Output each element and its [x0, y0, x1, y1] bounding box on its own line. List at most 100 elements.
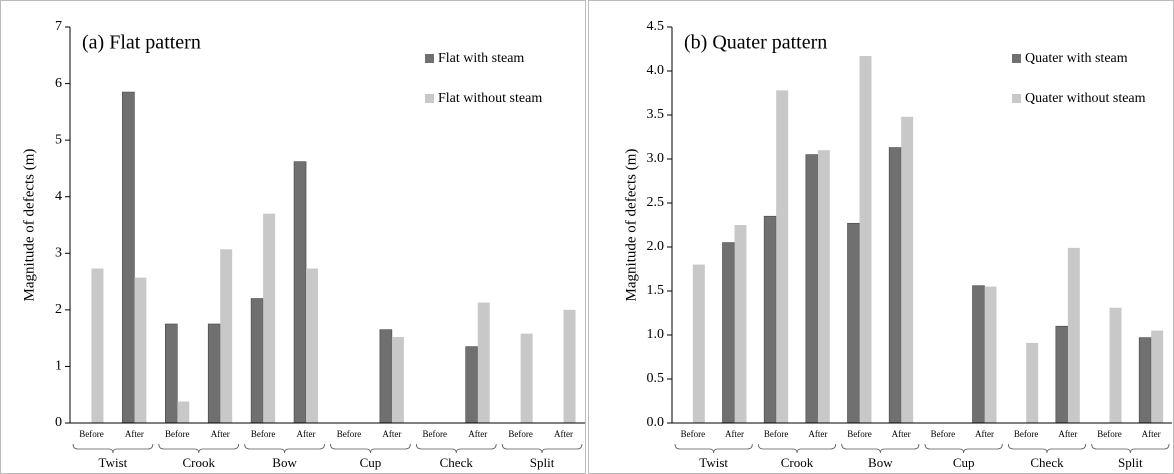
- bar: [1067, 247, 1080, 423]
- y-tick-label: 7: [55, 19, 62, 34]
- y-tick-label: 2.5: [647, 195, 665, 210]
- bar: [1138, 337, 1152, 424]
- bar: [1055, 325, 1069, 424]
- x-tick-label: After: [382, 429, 401, 439]
- x-tick-label: Before: [337, 429, 362, 439]
- x-tick-label: Before: [251, 429, 276, 439]
- bar: [177, 401, 190, 423]
- x-tick-label: After: [1058, 429, 1077, 439]
- x-tick-label: After: [468, 429, 487, 439]
- y-axis-label: Magnitude of defects (m): [623, 149, 639, 302]
- x-tick-label: After: [725, 429, 744, 439]
- bar: [207, 323, 221, 424]
- legend-swatch: [425, 54, 434, 63]
- x-tick-label: Before: [681, 429, 706, 439]
- bar: [859, 56, 872, 423]
- y-tick-label: 4.5: [647, 19, 665, 34]
- panel-border: [588, 0, 1174, 474]
- bar: [888, 147, 902, 424]
- bar: [164, 323, 178, 424]
- group-bracket: [415, 443, 497, 454]
- y-tick-label: 6: [55, 76, 62, 91]
- group-bracket: [501, 443, 583, 454]
- bar: [91, 268, 104, 423]
- bar: [805, 154, 819, 424]
- bar: [220, 249, 233, 423]
- x-tick-label: After: [808, 429, 827, 439]
- bar: [847, 222, 860, 424]
- bar: [477, 302, 490, 423]
- group-bracket: [841, 443, 920, 454]
- x-tick-label: After: [554, 429, 573, 439]
- group-label: Split: [530, 455, 555, 470]
- y-tick-label: 4: [55, 189, 62, 204]
- legend-label: Quater with steam: [1025, 51, 1128, 66]
- y-tick-label: 5: [55, 132, 62, 147]
- bar: [379, 329, 393, 424]
- group-label: Twist: [99, 455, 128, 470]
- group-label: Crook: [781, 455, 814, 470]
- x-tick-label: Before: [1097, 429, 1122, 439]
- group-label: Check: [1030, 455, 1064, 470]
- group-label: Crook: [183, 455, 216, 470]
- bar: [1151, 330, 1164, 423]
- bar: [763, 215, 777, 424]
- legend-swatch: [1012, 54, 1021, 63]
- y-tick-label: 0.0: [647, 415, 665, 430]
- bar: [520, 333, 533, 423]
- y-tick-label: 1: [55, 359, 62, 374]
- bar: [122, 91, 135, 424]
- y-tick-label: 1.0: [647, 327, 665, 342]
- x-tick-label: Before: [1014, 429, 1039, 439]
- bar: [250, 298, 264, 424]
- x-tick-label: After: [975, 429, 994, 439]
- y-tick-label: 3: [55, 246, 62, 261]
- legend-label: Flat with steam: [438, 51, 524, 66]
- x-tick-label: Before: [165, 429, 190, 439]
- group-bracket: [674, 443, 753, 454]
- group-bracket: [757, 443, 837, 454]
- y-tick-label: 2: [55, 302, 62, 317]
- bar: [734, 225, 747, 423]
- bar: [134, 277, 147, 423]
- bar: [692, 264, 705, 423]
- legend-label: Quater without steam: [1025, 91, 1146, 106]
- x-tick-label: After: [211, 429, 230, 439]
- panel-border: [0, 0, 586, 474]
- legend-swatch: [1012, 94, 1021, 103]
- group-label: Check: [440, 455, 474, 470]
- y-tick-label: 1.5: [647, 283, 665, 298]
- y-tick-label: 3.0: [647, 151, 665, 166]
- bar: [306, 268, 319, 423]
- group-label: Split: [1118, 455, 1143, 470]
- x-tick-label: Before: [508, 429, 533, 439]
- bar: [1026, 342, 1039, 423]
- chart-title: (b) Quater pattern: [684, 32, 827, 54]
- group-bracket: [330, 443, 411, 454]
- bar: [1109, 307, 1122, 423]
- bar: [776, 90, 789, 424]
- x-tick-label: Before: [764, 429, 789, 439]
- legend-swatch: [425, 94, 434, 103]
- x-tick-label: After: [297, 429, 316, 439]
- x-tick-label: Before: [423, 429, 448, 439]
- group-bracket: [1007, 443, 1087, 454]
- group-bracket: [244, 443, 325, 454]
- y-tick-label: 4.0: [647, 63, 665, 78]
- group-label: Cup: [953, 455, 975, 470]
- x-tick-label: After: [892, 429, 911, 439]
- x-tick-label: After: [125, 429, 144, 439]
- bar: [293, 161, 307, 424]
- bar: [972, 285, 985, 424]
- bar: [722, 242, 735, 424]
- group-label: Twist: [699, 455, 728, 470]
- chart-title: (a) Flat pattern: [82, 32, 201, 54]
- y-tick-label: 0: [55, 415, 62, 430]
- group-bracket: [72, 443, 154, 454]
- bar: [984, 286, 997, 423]
- x-tick-label: After: [1142, 429, 1161, 439]
- y-axis-label: Magnitude of defects (m): [21, 149, 37, 302]
- x-tick-label: Before: [847, 429, 872, 439]
- x-tick-label: Before: [931, 429, 956, 439]
